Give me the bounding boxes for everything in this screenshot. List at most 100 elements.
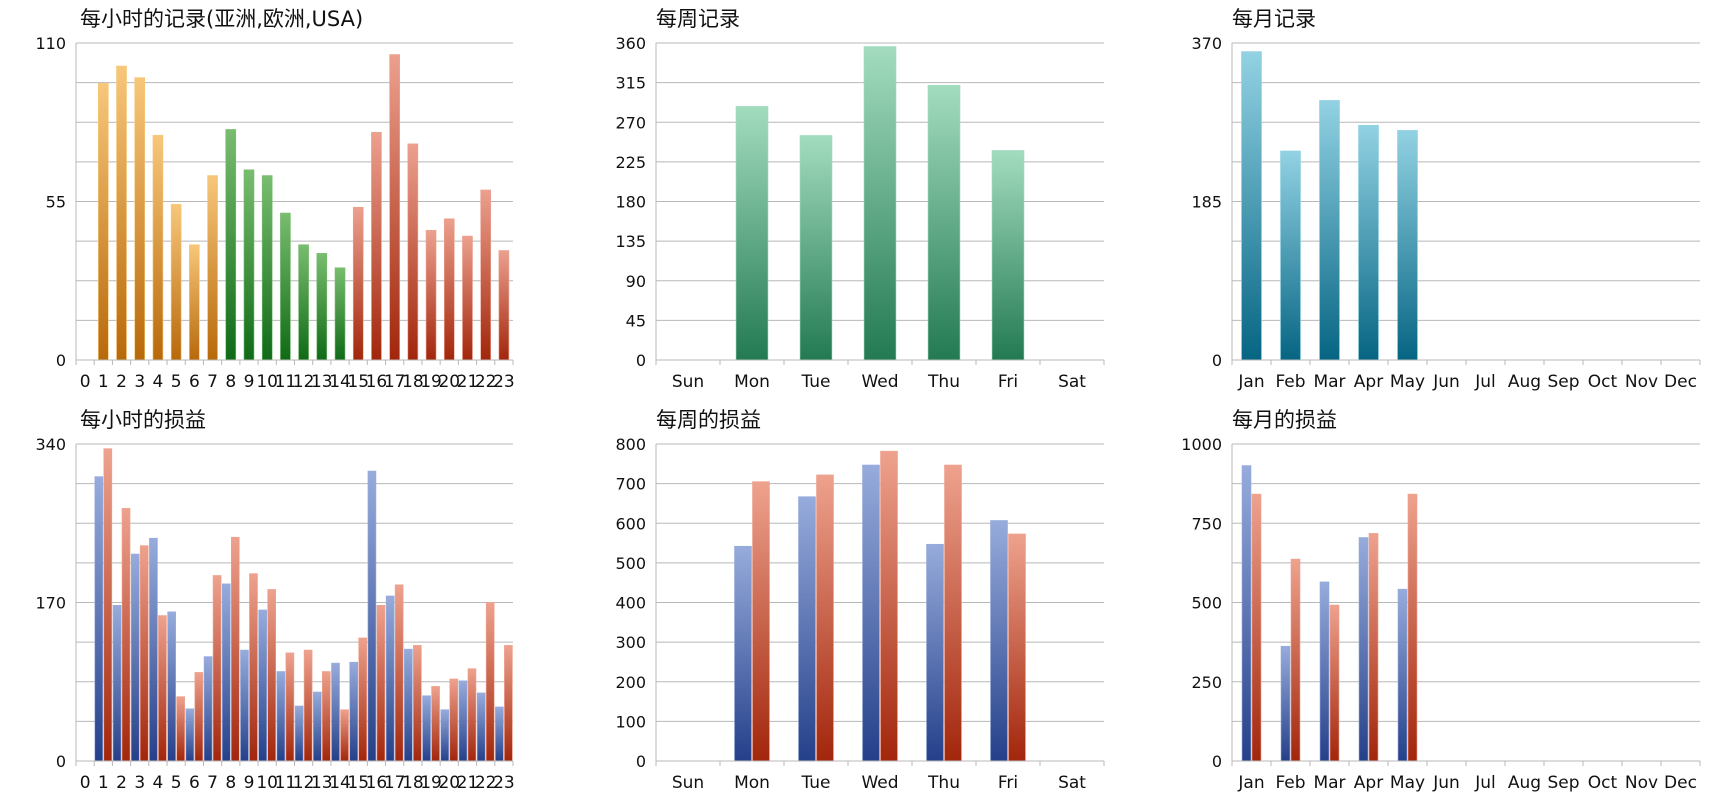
x-tick-label: Fri — [998, 372, 1018, 392]
x-tick-label: 20 — [438, 773, 460, 793]
x-tick-label: Tue — [800, 372, 830, 392]
x-tick-label: 20 — [438, 372, 460, 392]
bar-series-1 — [990, 520, 1008, 762]
bar — [480, 189, 491, 361]
bar-series-1 — [862, 464, 880, 762]
x-tick-label: Apr — [1354, 372, 1383, 392]
x-tick-label: 21 — [457, 372, 479, 392]
bar-series-1 — [1358, 537, 1369, 762]
x-tick-label: 2 — [116, 773, 127, 793]
bar-series-2 — [376, 604, 386, 762]
bar-series-1 — [203, 656, 213, 762]
x-tick-label: 16 — [366, 372, 388, 392]
bar-series-2 — [504, 645, 513, 762]
x-tick-label: Oct — [1588, 773, 1618, 793]
bar — [425, 230, 437, 361]
bar-series-2 — [431, 686, 440, 762]
y-tick-label: 0 — [1212, 752, 1222, 771]
y-tick-label: 0 — [636, 752, 646, 771]
x-tick-label: Mon — [734, 773, 770, 793]
y-tick-label: 0 — [56, 351, 66, 370]
x-tick-label: Mar — [1313, 773, 1345, 793]
x-tick-label: 18 — [402, 372, 424, 392]
x-tick-label: Mar — [1313, 372, 1345, 392]
x-tick-label: 6 — [189, 372, 200, 392]
bar-series-2 — [267, 589, 276, 762]
bar-series-1 — [422, 695, 431, 762]
bar-series-1 — [404, 648, 413, 762]
bar-series-2 — [413, 645, 422, 762]
y-tick-label: 185 — [1191, 193, 1222, 212]
bar-series-1 — [185, 708, 195, 762]
x-tick-label: Nov — [1625, 773, 1658, 793]
bar — [389, 54, 400, 361]
x-tick-label: Mon — [734, 372, 770, 392]
bar-series-1 — [1319, 581, 1330, 762]
bar-series-2 — [340, 709, 349, 762]
x-tick-label: Jun — [1432, 372, 1460, 392]
bar-series-2 — [1290, 558, 1301, 762]
y-tick-label: 400 — [615, 594, 646, 613]
x-tick-label: 3 — [134, 773, 145, 793]
chart-title: 每月记录 — [1232, 7, 1316, 31]
bar-series-1 — [221, 583, 231, 762]
bar — [863, 46, 897, 361]
bar-series-1 — [734, 545, 752, 762]
bar-series-2 — [139, 545, 149, 762]
bar — [371, 132, 382, 361]
x-tick-label: 11 — [275, 773, 297, 793]
chart-panel-5: 0 100 200 300 400 500 600 700 800 Sun Mon Tue Wed Thu… — [615, 408, 1105, 793]
bar-series-1 — [385, 595, 395, 762]
x-tick-label: 3 — [134, 372, 145, 392]
bar — [462, 235, 473, 361]
bar-series-2 — [1368, 533, 1379, 762]
y-tick-label: 100 — [615, 712, 646, 731]
bar-series-2 — [322, 671, 331, 762]
bar — [735, 106, 769, 361]
bar — [316, 253, 328, 361]
bar-series-2 — [467, 668, 477, 762]
y-tick-label: 500 — [1191, 594, 1222, 613]
x-tick-label: Fri — [998, 773, 1018, 793]
y-tick-label: 600 — [615, 514, 646, 533]
x-tick-label: 15 — [347, 773, 369, 793]
x-tick-label: Jan — [1237, 372, 1264, 392]
bar-series-2 — [1329, 604, 1340, 762]
x-tick-label: Jan — [1237, 773, 1264, 793]
x-tick-label: 9 — [244, 773, 255, 793]
bar — [334, 267, 346, 361]
y-tick-label: 270 — [615, 113, 646, 132]
bar-series-1 — [276, 671, 286, 762]
bar-series-2 — [103, 448, 113, 762]
bar — [116, 65, 127, 361]
bar-series-1 — [1397, 588, 1408, 762]
bar-series-1 — [926, 543, 944, 762]
x-tick-label: Thu — [927, 773, 960, 793]
y-tick-label: 800 — [615, 435, 646, 454]
bar-series-2 — [358, 637, 368, 762]
y-tick-label: 0 — [1212, 351, 1222, 370]
x-tick-label: 10 — [256, 372, 278, 392]
x-tick-label: 23 — [493, 773, 515, 793]
bar — [134, 77, 146, 361]
x-tick-label: Tue — [800, 773, 830, 793]
x-tick-label: Wed — [861, 773, 898, 793]
x-tick-label: Nov — [1625, 372, 1658, 392]
x-tick-label: 5 — [171, 773, 182, 793]
bar-series-2 — [158, 615, 167, 762]
x-tick-label: May — [1390, 372, 1425, 392]
y-tick-label: 340 — [35, 435, 66, 454]
chart-panel-2: 0 45 90 135 180 225 270 315 360 Sun Mon Tue Wed Thu Fr… — [615, 7, 1105, 392]
bar — [927, 84, 961, 361]
x-tick-label: Feb — [1275, 773, 1305, 793]
x-tick-label: 0 — [80, 773, 91, 793]
bar-series-1 — [458, 680, 468, 762]
x-tick-label: 4 — [153, 773, 164, 793]
bar-series-2 — [394, 584, 404, 762]
x-tick-label: 5 — [171, 372, 182, 392]
bar-series-1 — [149, 537, 158, 762]
x-tick-label: 17 — [384, 372, 406, 392]
x-tick-label: Apr — [1354, 773, 1383, 793]
